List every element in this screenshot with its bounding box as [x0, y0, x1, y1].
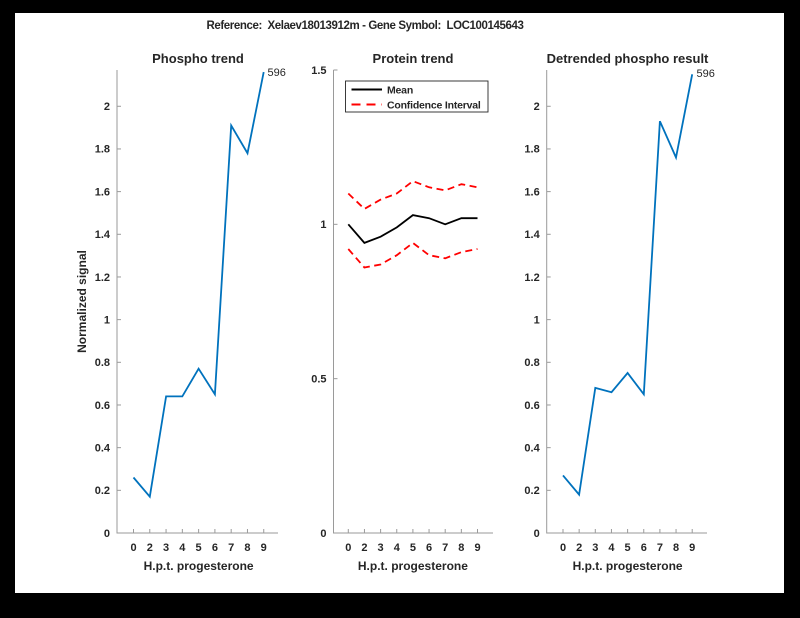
x-tick-label: 7: [442, 542, 448, 554]
figure-title: Reference: Xelaev18013912m - Gene Symbol…: [206, 20, 523, 32]
subplot-phospho-trend: Phospho trend Normalized signal H.p.t. p…: [75, 51, 286, 573]
x-tick-label: 9: [689, 542, 695, 554]
legend-box: [345, 80, 489, 113]
legend-label-mean: Mean: [387, 84, 413, 96]
legend-label-confidence-interval: Confidence Interval: [387, 99, 481, 111]
y-axis-label: Normalized signal: [75, 250, 89, 353]
x-tick-label: 8: [458, 542, 464, 554]
series-line-confidence-interval-upper: [347, 180, 478, 211]
y-tick-label: 1.5: [311, 65, 326, 77]
y-tick-label: 0.5: [311, 373, 326, 385]
x-tick-label: 0: [560, 542, 566, 554]
x-tick-label: 5: [196, 542, 202, 554]
series-line-phospho-signal: [132, 71, 265, 499]
x-tick-label: 5: [410, 542, 416, 554]
x-tick-label: 6: [641, 542, 647, 554]
subplot-detrended-phospho: Detrended phospho result H.p.t. progeste…: [524, 51, 714, 573]
x-tick-label: 9: [474, 542, 480, 554]
x-tick-label: 4: [394, 542, 401, 554]
x-tick-label: 8: [244, 542, 250, 554]
y-tick-label: 0.4: [524, 442, 540, 454]
x-axis-label: H.p.t. progesterone: [358, 559, 468, 573]
x-tick-label: 2: [361, 542, 367, 554]
x-tick-label: 3: [378, 542, 384, 554]
y-tick-label: 0: [534, 528, 540, 540]
x-tick-label: 9: [261, 542, 267, 554]
x-tick-label: 2: [576, 542, 582, 554]
y-tick-label: 0.4: [95, 442, 111, 454]
y-tick-label: 1.6: [524, 186, 539, 198]
plot-title: Phospho trend: [152, 51, 244, 66]
y-tick-label: 1.2: [95, 272, 110, 284]
y-tick-label: 0.8: [95, 357, 110, 369]
legend: Mean Confidence Interval: [345, 80, 489, 113]
y-tick-label: 1.6: [95, 186, 110, 198]
plot-area: 00.20.40.60.811.21.41.61.820 2 3 4 5 6 7 8 9: [95, 70, 278, 554]
y-tick-label: 1: [534, 314, 540, 326]
plot-title: Protein trend: [373, 51, 454, 66]
x-tick-label: 0: [130, 542, 136, 554]
y-tick-label: 0.2: [95, 485, 110, 497]
x-tick-label: 7: [657, 542, 663, 554]
x-tick-label: 4: [179, 542, 186, 554]
plot-title: Detrended phospho result: [547, 51, 709, 66]
series-line-mean: [347, 214, 478, 244]
y-tick-label: 1.4: [95, 229, 111, 241]
endpoint-label: 596: [268, 67, 286, 79]
x-axis-label: H.p.t. progesterone: [573, 559, 683, 573]
subplot-protein-trend: Protein trend H.p.t. progesterone 0 0.5 1 1…: [311, 51, 493, 573]
x-axis-label: H.p.t. progesterone: [144, 559, 254, 573]
y-tick-label: 0.6: [524, 400, 539, 412]
x-tick-label: 6: [212, 542, 218, 554]
x-tick-label: 5: [625, 542, 631, 554]
x-tick-label: 2: [147, 542, 153, 554]
y-tick-label: 0.8: [524, 357, 539, 369]
x-tick-label: 6: [426, 542, 432, 554]
y-tick-label: 0: [104, 528, 110, 540]
y-tick-label: 0: [320, 528, 326, 540]
plot-area: 00.511.50 2 3 4 5 6 7 8 9: [311, 65, 493, 554]
y-tick-label: 1.4: [524, 229, 540, 241]
y-tick-label: 1: [320, 219, 326, 231]
y-tick-label: 0.6: [95, 400, 110, 412]
y-tick-label: 2: [104, 101, 110, 113]
x-tick-label: 3: [163, 542, 169, 554]
x-tick-label: 8: [673, 542, 679, 554]
x-tick-label: 4: [608, 542, 615, 554]
x-tick-label: 0: [345, 542, 351, 554]
y-tick-label: 1.2: [524, 272, 539, 284]
y-tick-label: 1: [104, 314, 110, 326]
series-line-detrended-phospho-signal: [562, 74, 694, 497]
y-tick-label: 1.8: [95, 144, 110, 156]
y-tick-label: 0.2: [524, 485, 539, 497]
x-tick-label: 3: [592, 542, 598, 554]
plot-area: 00.20.40.60.811.21.41.61.820 2 3 4 5 6 7 8 9: [524, 70, 707, 554]
y-tick-label: 1.8: [524, 144, 539, 156]
series-line-confidence-interval-lower: [347, 241, 478, 269]
y-tick-label: 2: [534, 101, 540, 113]
x-tick-label: 7: [228, 542, 234, 554]
endpoint-label: 596: [697, 68, 715, 80]
